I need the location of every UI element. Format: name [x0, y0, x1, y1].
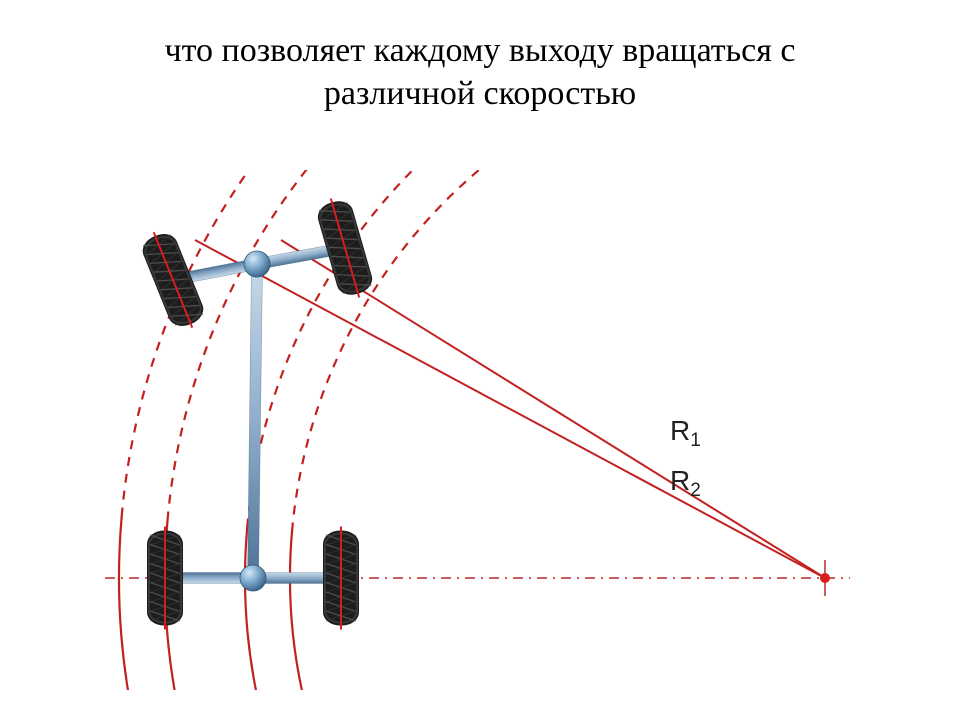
wheel-rear-right	[323, 527, 359, 630]
center-point-icon	[820, 573, 830, 583]
title-line-2: различной скоростью	[324, 75, 636, 112]
label-r2: R2	[670, 465, 701, 501]
diff-joint-rear	[240, 565, 266, 591]
diff-joint-front	[244, 251, 270, 277]
wheel-rear-left	[147, 527, 183, 630]
diagram-svg: R1R2	[105, 170, 850, 690]
turn-center	[820, 560, 830, 596]
chassis	[137, 194, 376, 630]
label-r1: R1	[670, 415, 701, 451]
title-line-1: что позволяет каждому выходу вращаться с	[165, 32, 796, 69]
radius-lines	[195, 240, 825, 578]
radius-line-r2	[195, 240, 825, 578]
page-title: что позволяет каждому выходу вращаться с…	[0, 30, 960, 115]
radius-labels: R1R2	[670, 415, 701, 501]
differential-turning-diagram: R1R2	[105, 170, 850, 690]
